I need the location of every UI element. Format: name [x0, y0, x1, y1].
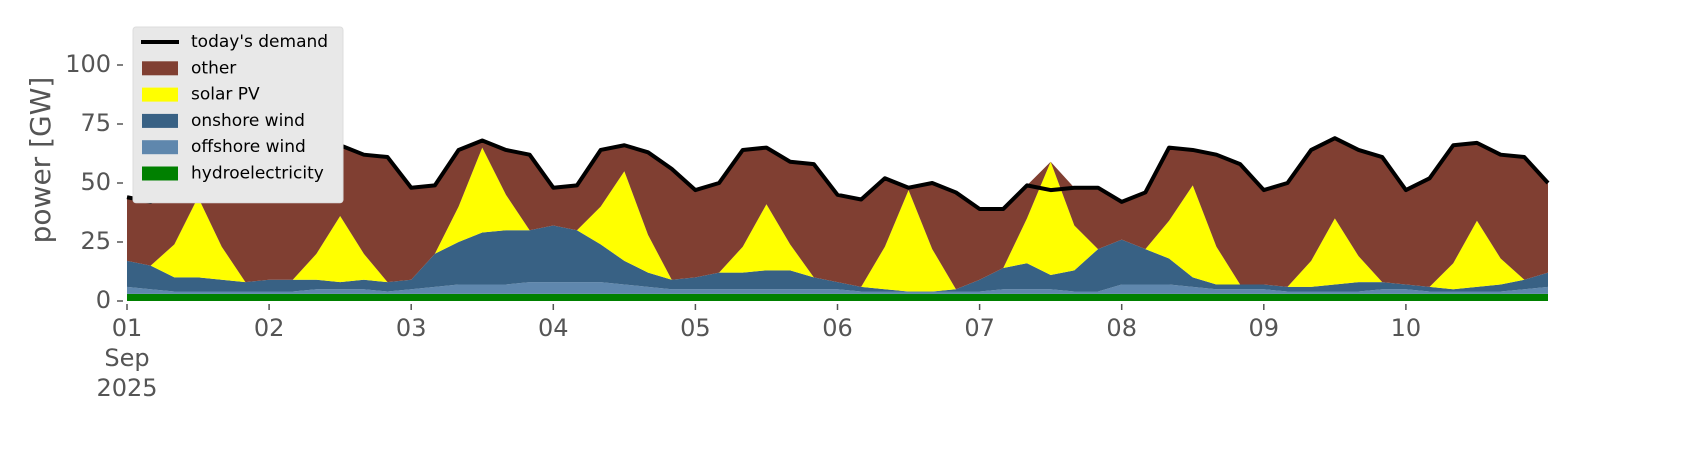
legend-swatch — [142, 61, 178, 76]
legend-label: offshore wind — [191, 137, 306, 157]
legend-swatch — [142, 87, 178, 102]
area — [127, 225, 1548, 292]
y-tick-label: 50 — [80, 168, 111, 196]
y-tick-label: 100 — [65, 50, 111, 78]
area — [127, 138, 1548, 290]
legend-box — [132, 26, 344, 204]
y-tick-label: 75 — [80, 109, 111, 137]
x-tick-label: 08 — [1106, 314, 1137, 342]
y-tick-label: 0 — [96, 286, 111, 314]
legend-swatch — [142, 140, 178, 155]
legend-label: onshore wind — [191, 111, 305, 131]
legend-swatch — [142, 113, 178, 128]
plot-area — [126, 136, 1550, 301]
legend-label: today's demand — [191, 32, 328, 52]
legend-label: hydroelectricity — [191, 164, 324, 184]
area — [127, 293, 1548, 301]
x-tick-label: 07 — [964, 314, 995, 342]
x-tick-label: 03 — [396, 314, 427, 342]
x-tick-label: 05 — [680, 314, 711, 342]
x-tick-label: 04 — [538, 314, 569, 342]
area — [127, 147, 1548, 292]
demand-line — [126, 136, 1550, 211]
x-sublabel: Sep — [104, 344, 149, 372]
legend-swatch — [142, 166, 178, 181]
y-tick-label: 25 — [80, 227, 111, 255]
legend-label: solar PV — [191, 85, 260, 105]
x-tick-label: 09 — [1249, 314, 1280, 342]
x-tick-label: 02 — [254, 314, 285, 342]
x-sublabel: 2025 — [96, 374, 157, 402]
x-tick-label: 01 — [112, 314, 143, 342]
x-tick-label: 06 — [822, 314, 853, 342]
area — [127, 282, 1548, 294]
y-axis-label: power [GW] — [24, 77, 57, 244]
x-tick-label: 10 — [1391, 314, 1422, 342]
legend: today's demand other solar PV onshore wind o… — [132, 26, 344, 204]
legend-label: other — [191, 58, 236, 78]
